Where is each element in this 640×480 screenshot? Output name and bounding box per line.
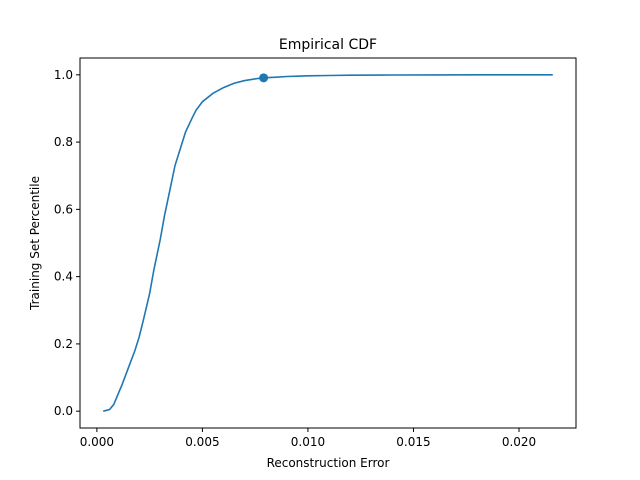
x-tick-label: 0.005 xyxy=(185,435,219,449)
y-tick-label: 1.0 xyxy=(54,68,73,82)
y-axis: 0.0 0.2 0.4 0.6 0.8 1.0 xyxy=(54,68,80,418)
y-axis-label: Training Set Percentile xyxy=(28,176,42,311)
plot-area xyxy=(103,73,553,412)
x-tick-label: 0.020 xyxy=(502,435,536,449)
threshold-marker xyxy=(259,73,269,83)
y-tick-label: 0.2 xyxy=(54,337,73,351)
y-tick-label: 0.4 xyxy=(54,270,73,284)
x-axis: 0.000 0.005 0.010 0.015 0.020 xyxy=(80,428,536,449)
x-tick-label: 0.015 xyxy=(396,435,430,449)
chart-title: Empirical CDF xyxy=(279,37,377,53)
y-tick-label: 0.8 xyxy=(54,135,73,149)
x-axis-label: Reconstruction Error xyxy=(267,456,390,470)
cdf-line xyxy=(103,74,553,412)
y-tick-label: 0.6 xyxy=(54,202,73,216)
x-tick-label: 0.000 xyxy=(80,435,114,449)
axes-frame xyxy=(79,57,577,429)
y-tick-label: 0.0 xyxy=(54,404,73,418)
x-tick-label: 0.010 xyxy=(291,435,325,449)
